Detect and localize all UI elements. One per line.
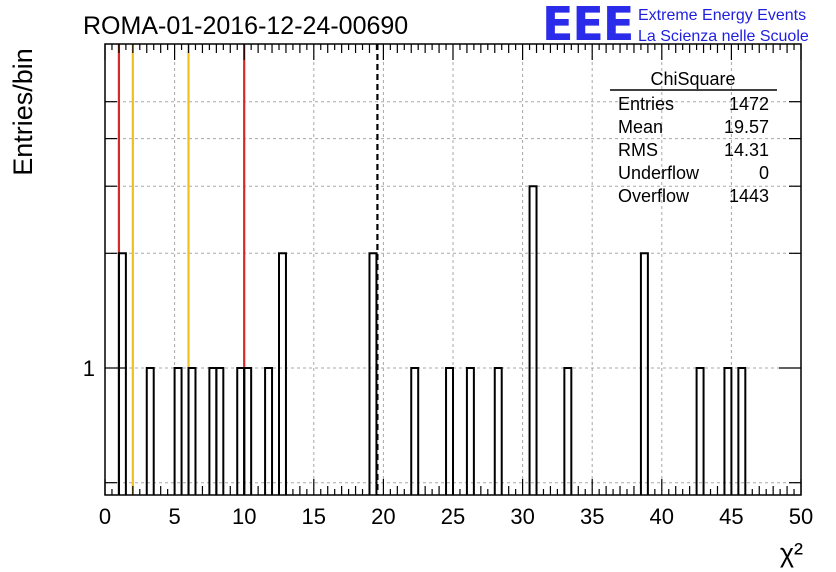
histogram-bar bbox=[445, 367, 454, 495]
axes bbox=[104, 43, 802, 496]
x-tick-label: 5 bbox=[168, 504, 180, 529]
x-tick-label: 45 bbox=[719, 504, 743, 529]
histogram-bar bbox=[723, 367, 733, 495]
stats-value: 1472 bbox=[729, 94, 769, 114]
y-tick-label: 1 bbox=[83, 356, 95, 381]
logo-line-2: La Scienza nelle Scuole bbox=[638, 28, 809, 45]
x-tick-label: 15 bbox=[302, 504, 326, 529]
eee-logo: EEE Extreme Energy Events La Scienza nel… bbox=[542, 0, 809, 51]
histogram-bar bbox=[117, 252, 127, 495]
histogram-bar bbox=[563, 367, 573, 495]
histogram-bar bbox=[737, 367, 747, 495]
stats-value: 14.31 bbox=[724, 140, 769, 160]
histogram-bar bbox=[410, 367, 420, 495]
stats-label: RMS bbox=[618, 140, 658, 160]
x-tick-label: 30 bbox=[510, 504, 534, 529]
stats-value: 0 bbox=[759, 163, 769, 183]
histogram-bar bbox=[528, 185, 538, 495]
chart-title: ROMA-01-2016-12-24-00690 bbox=[83, 12, 408, 40]
logo-mark: EEE bbox=[542, 0, 633, 51]
x-tick-label: 35 bbox=[580, 504, 604, 529]
histogram-bar bbox=[278, 252, 287, 495]
stats-title: ChiSquare bbox=[650, 69, 735, 89]
x-axis-label: χ² bbox=[780, 538, 803, 568]
histogram-bar bbox=[215, 367, 225, 495]
histogram-bar bbox=[208, 367, 218, 495]
histogram-bars bbox=[117, 185, 747, 495]
stats-label: Mean bbox=[618, 117, 663, 137]
histogram-bar bbox=[243, 367, 253, 495]
x-tick-label: 0 bbox=[99, 504, 111, 529]
stats-value: 1443 bbox=[729, 186, 769, 206]
histogram-bar bbox=[465, 367, 475, 495]
x-tick-label: 40 bbox=[650, 504, 674, 529]
stats-label: Overflow bbox=[618, 186, 690, 206]
histogram-bar bbox=[145, 367, 155, 495]
stats-label: Entries bbox=[618, 94, 674, 114]
histogram-bar bbox=[368, 252, 378, 495]
reference-lines bbox=[117, 44, 379, 495]
y-axis-label: Entries/bin bbox=[8, 48, 38, 176]
stats-label: Underflow bbox=[618, 163, 700, 183]
histogram-bar bbox=[264, 367, 274, 495]
histogram-bar bbox=[639, 252, 649, 495]
x-tick-label: 25 bbox=[441, 504, 465, 529]
histogram-bar bbox=[493, 367, 503, 495]
stats-box: ChiSquare Entries 1472 Mean 19.57 RMS 14.31 Un… bbox=[610, 69, 777, 206]
x-tick-label: 10 bbox=[232, 504, 256, 529]
x-tick-label: 50 bbox=[789, 504, 813, 529]
stats-value: 19.57 bbox=[724, 117, 769, 137]
logo-line-1: Extreme Energy Events bbox=[638, 7, 806, 24]
histogram-bar bbox=[695, 367, 705, 495]
tick-labels: 0 5 10 15 20 25 30 35 40 45 50 1 bbox=[83, 356, 813, 529]
histogram-bar bbox=[187, 367, 197, 495]
x-tick-label: 20 bbox=[371, 504, 395, 529]
histogram-bar bbox=[173, 367, 183, 495]
